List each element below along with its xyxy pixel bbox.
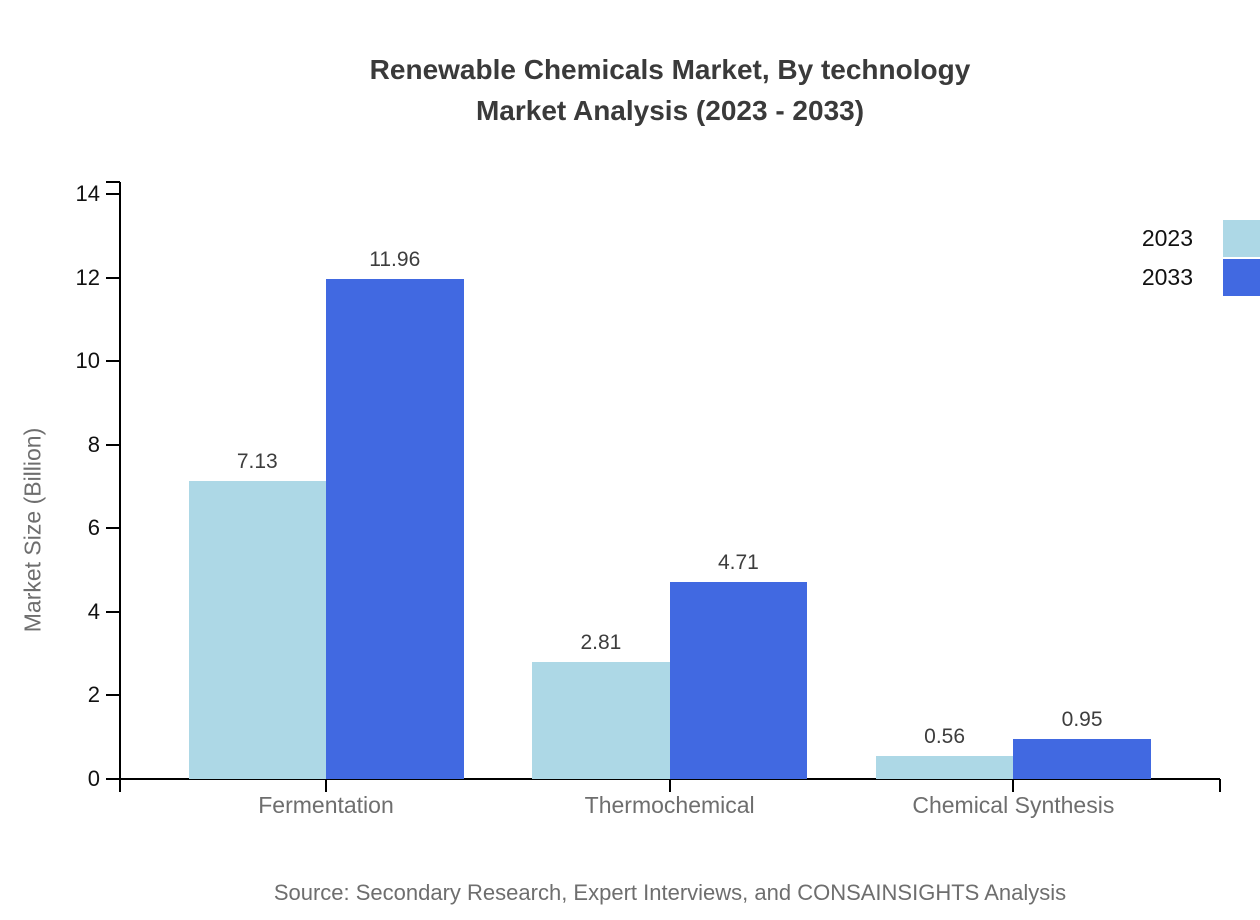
x-category-label: Chemical Synthesis: [912, 792, 1115, 818]
legend-label: 2033: [1141, 264, 1193, 290]
y-tick-label: 8: [87, 431, 100, 457]
x-tick: [1012, 779, 1015, 792]
y-tick: [106, 694, 120, 697]
y-tick-label: 4: [87, 598, 100, 624]
y-tick-label: 12: [75, 264, 100, 290]
chart-title-line-2: Market Analysis (2023 - 2033): [475, 95, 865, 126]
y-tick: [106, 527, 120, 530]
bar-2033-fermentation: [326, 279, 464, 779]
y-tick: [106, 443, 120, 446]
y-tick: [106, 360, 120, 363]
bar-2023-fermentation: [188, 481, 326, 779]
y-tick-label: 0: [87, 766, 100, 791]
x-tick: [668, 779, 671, 792]
bar-2033-chemical-synthesis: [1013, 739, 1151, 779]
y-tick-label: 2: [87, 682, 100, 708]
legend-item-2023: 2023: [1142, 220, 1260, 257]
value-label-2033-chemical-synthesis: 0.95: [1061, 708, 1103, 732]
y-tick-label: 6: [87, 515, 100, 541]
legend-item-2033: 2033: [1142, 259, 1260, 296]
value-label-2023-thermochemical: 2.81: [580, 630, 622, 654]
bar-2033-thermochemical: [669, 582, 808, 779]
x-axis-right-cap: [1219, 779, 1221, 792]
y-tick-label: 14: [75, 181, 100, 206]
x-category-label: Thermochemical: [584, 792, 755, 818]
legend-label: 2023: [1141, 225, 1193, 251]
y-tick-label: 10: [75, 348, 100, 374]
bar-2023-chemical-synthesis: [875, 755, 1014, 779]
x-axis-line: [106, 778, 1220, 780]
y-axis-line: [119, 182, 121, 792]
y-axis-top-cap: [106, 181, 120, 183]
value-label-2023-chemical-synthesis: 0.56: [924, 724, 966, 748]
chart-title-line-1: Renewable Chemicals Market, By technolog…: [369, 54, 971, 85]
legend-swatch: [1223, 259, 1260, 296]
y-tick: [106, 276, 120, 279]
value-label-2033-thermochemical: 4.71: [717, 551, 759, 575]
x-tick: [325, 779, 327, 792]
bar-2023-thermochemical: [532, 661, 670, 779]
y-tick: [106, 778, 120, 780]
source-note: Source: Secondary Research, Expert Inter…: [273, 880, 1067, 905]
legend-swatch: [1223, 220, 1260, 257]
y-tick: [106, 610, 120, 613]
value-label-2033-fermentation: 11.96: [369, 248, 421, 272]
legend: 2023 2033: [1142, 220, 1260, 298]
y-tick: [106, 193, 120, 195]
value-label-2023-fermentation: 7.13: [236, 450, 278, 474]
x-category-label: Fermentation: [258, 792, 394, 818]
